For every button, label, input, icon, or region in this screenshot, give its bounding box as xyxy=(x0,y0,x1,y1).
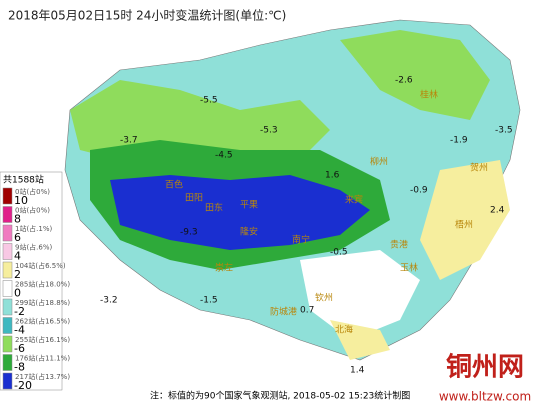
watermark-name: 铜州网 xyxy=(446,353,524,383)
region-light-green xyxy=(70,80,330,160)
station-value: 1.6 xyxy=(325,171,340,181)
legend-swatch xyxy=(2,261,13,279)
legend-swatch xyxy=(2,224,13,242)
station-value: -5.5 xyxy=(200,96,218,106)
station-value: -9.3 xyxy=(180,228,198,238)
station-value: -0.9 xyxy=(410,186,428,196)
legend-count: 1站(占.1%) xyxy=(15,224,53,233)
legend-value: 4 xyxy=(14,250,21,263)
place-label: 田阳 xyxy=(185,193,203,204)
legend-total: 共1588站 xyxy=(3,174,44,186)
legend-value: 0 xyxy=(14,287,21,300)
place-label: 百色 xyxy=(165,179,183,191)
legend-swatch xyxy=(2,206,13,223)
legend: 共1588站 0站(占0%)100站(占0%)81站(占.1%)69站(占.6%… xyxy=(0,171,70,392)
region-blue xyxy=(110,175,370,250)
region-white xyxy=(300,250,420,340)
legend-count: 176站(占11.1%) xyxy=(15,354,70,363)
place-label: 梧州 xyxy=(455,219,473,231)
legend-swatch xyxy=(2,372,13,390)
legend-value: 10 xyxy=(14,194,28,207)
legend-count: 299站(占18.8%) xyxy=(15,298,70,307)
legend-value: -8 xyxy=(14,361,25,374)
place-label: 柳州 xyxy=(370,156,388,168)
station-value: -3.2 xyxy=(100,296,118,306)
station-value: 1.4 xyxy=(350,366,365,376)
legend-count: 255站(占16.1%) xyxy=(15,335,70,344)
watermark-url: www.bltzw.com xyxy=(439,390,531,404)
legend-value: -2 xyxy=(14,305,25,318)
map-title: 2018年05月02日15时 24小时变温统计图(单位:℃) xyxy=(8,8,286,23)
place-label: 贵港 xyxy=(390,239,408,251)
place-label: 南宁 xyxy=(292,234,310,246)
place-label: 北海 xyxy=(335,324,353,336)
place-label: 崇左 xyxy=(215,262,233,274)
legend-count: 285站(占18.0%) xyxy=(15,280,70,289)
station-value: -0.5 xyxy=(330,248,348,258)
legend-count: 9站(占.6%) xyxy=(15,243,53,252)
legend-swatch xyxy=(2,335,13,353)
legend-value: -6 xyxy=(14,342,25,355)
place-label: 防城港 xyxy=(270,306,297,318)
watermark-box xyxy=(425,345,545,407)
station-value: 0.7 xyxy=(300,306,314,316)
region-yellow xyxy=(330,320,390,360)
legend-value: 8 xyxy=(14,213,21,226)
legend-value: -4 xyxy=(14,324,25,337)
station-value: -5.3 xyxy=(260,126,278,136)
legend-value: 6 xyxy=(14,231,21,244)
legend-count: 104站(占6.5%) xyxy=(15,261,66,270)
footnote: 注：标值的为90个国家气象观测站, 2018-05-02 15:23统计制图 xyxy=(150,390,410,402)
legend-swatch xyxy=(2,317,13,334)
place-label: 贺州 xyxy=(470,162,488,174)
legend-swatch xyxy=(2,243,13,260)
region-yellow xyxy=(420,160,510,280)
place-label: 桂林 xyxy=(420,89,438,101)
station-value: -4.5 xyxy=(215,151,233,161)
place-label: 来宾 xyxy=(345,194,363,206)
legend-count: 0站(占0%) xyxy=(15,206,50,215)
legend-count: 217站(占13.7%) xyxy=(15,372,70,381)
legend-value: 2 xyxy=(14,268,21,281)
legend-swatch xyxy=(2,298,13,316)
station-value: -1.5 xyxy=(200,296,218,306)
legend-count: 0站(占0%) xyxy=(15,187,50,196)
legend-swatch xyxy=(2,280,13,297)
place-label: 钦州 xyxy=(315,292,333,304)
place-label: 平果 xyxy=(240,200,258,211)
station-value: -3.7 xyxy=(120,136,138,146)
region-light-green xyxy=(340,30,490,120)
legend-swatch xyxy=(2,187,13,205)
place-label: 玉林 xyxy=(400,262,418,274)
legend-count: 262站(占16.5%) xyxy=(15,317,70,326)
place-label: 隆安 xyxy=(240,226,258,238)
legend-swatch xyxy=(2,354,13,371)
map-regions xyxy=(64,19,521,361)
place-label: 田东 xyxy=(205,202,223,214)
legend-value: -20 xyxy=(14,379,32,392)
station-value: 2.4 xyxy=(490,206,505,216)
station-value: -2.6 xyxy=(395,76,413,86)
station-value: -1.9 xyxy=(450,136,468,146)
station-value: -3.5 xyxy=(495,126,513,136)
